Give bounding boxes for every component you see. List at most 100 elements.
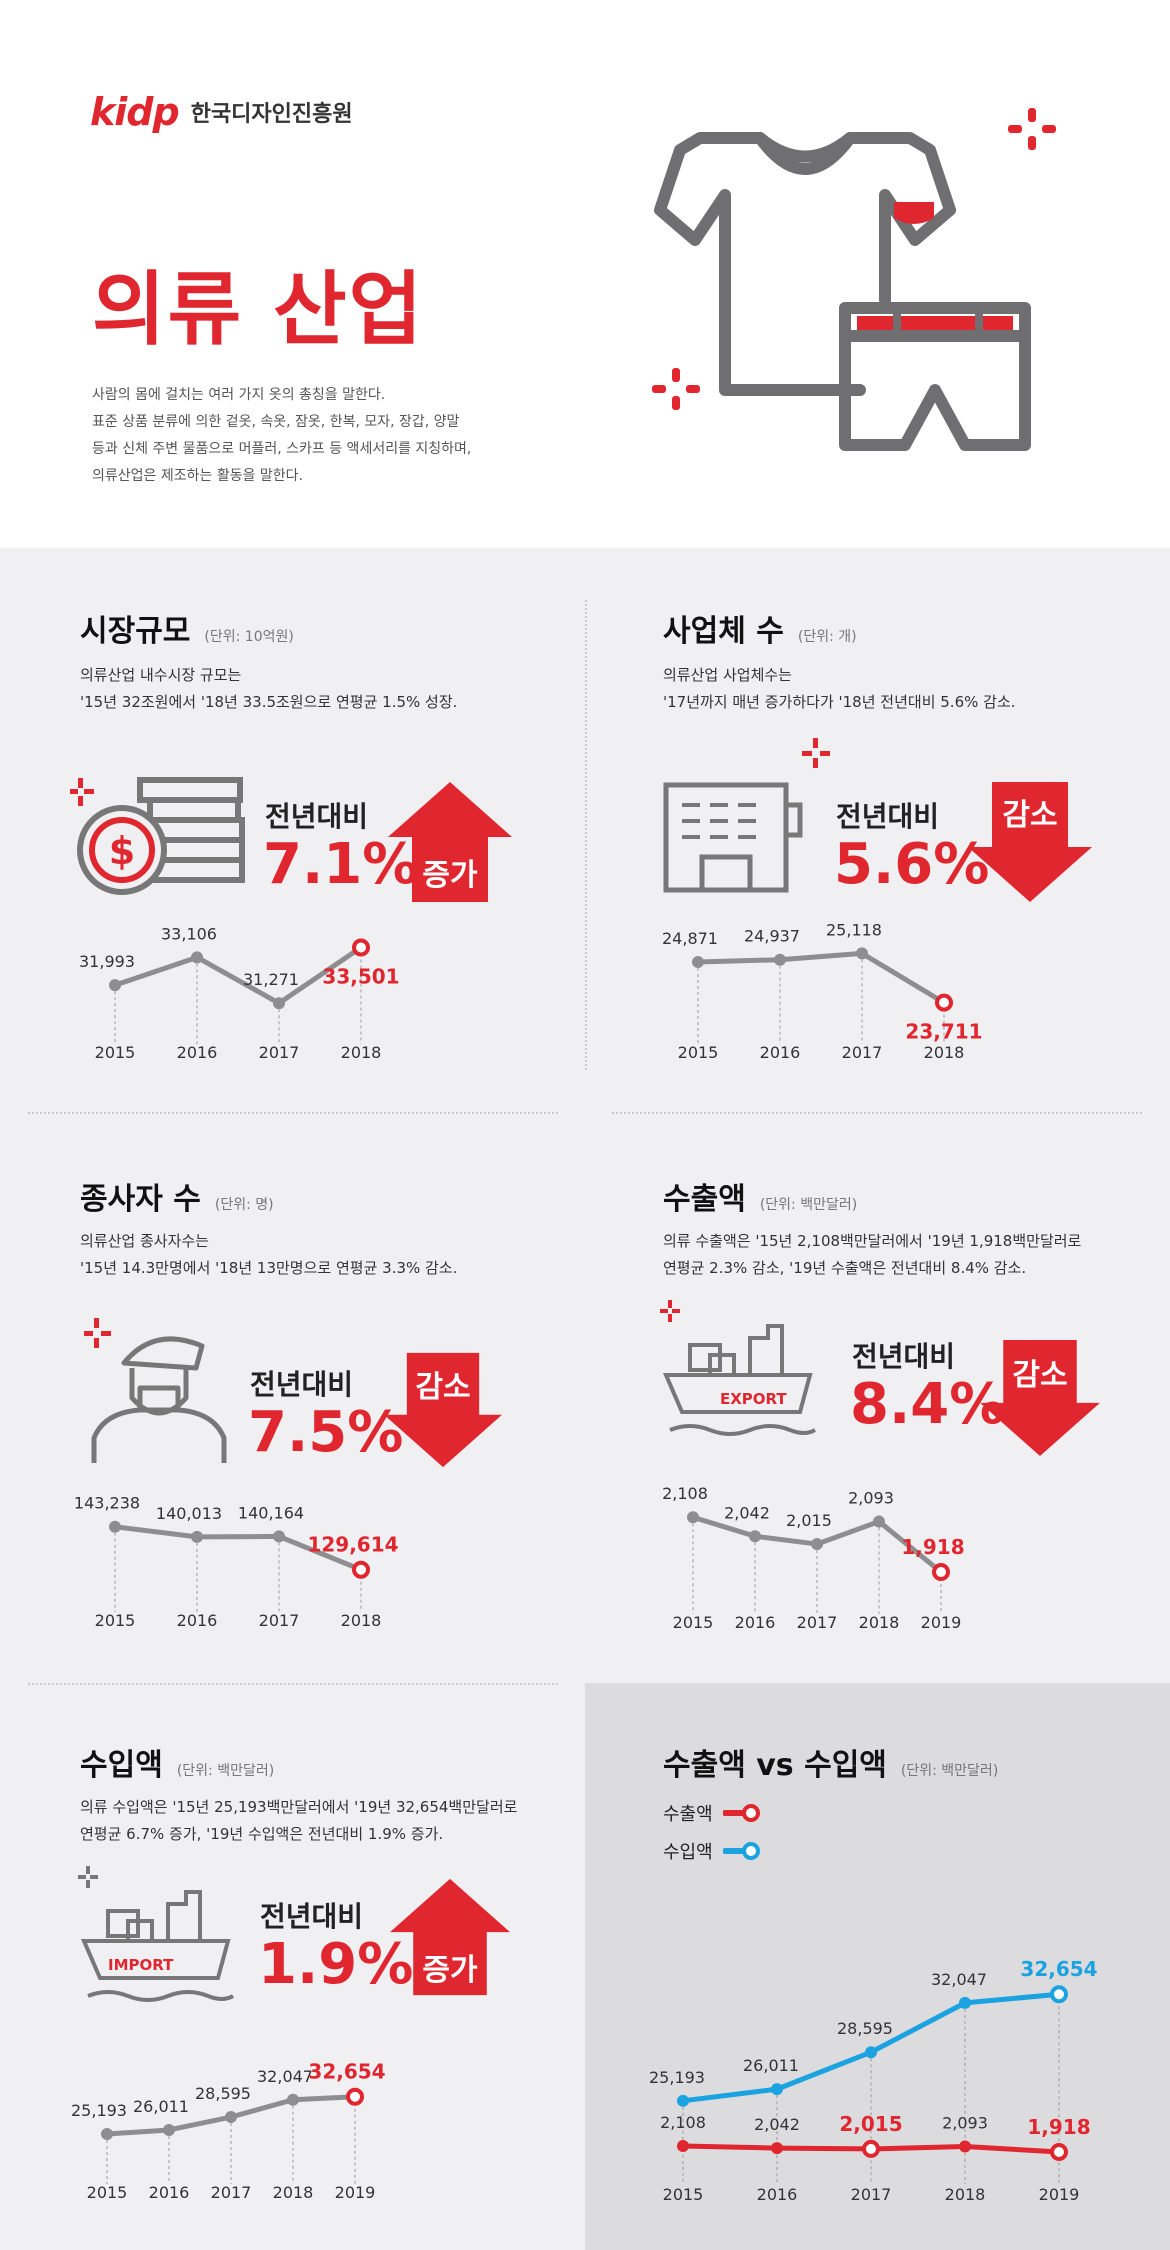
- x-tick-label: 2017: [797, 1613, 838, 1632]
- market-description: 의류산업 내수시장 규모는 '15년 32조원에서 '18년 33.5조원으로 …: [80, 662, 457, 716]
- data-label: 28,595: [195, 2084, 251, 2103]
- data-point: [191, 951, 203, 964]
- increase-arrow-icon: [390, 1878, 510, 1996]
- import-data-label: 28,595: [837, 2019, 893, 2038]
- decrease-arrow-icon: [968, 782, 1092, 902]
- series-line: [697, 950, 946, 1005]
- data-label: 31,993: [79, 952, 135, 971]
- data-label: 140,013: [156, 1504, 222, 1523]
- data-point: [811, 1538, 823, 1551]
- export-ship-label: EXPORT: [720, 1390, 787, 1408]
- increase-arrow-icon: [388, 782, 512, 902]
- export-data-point: [959, 2140, 971, 2153]
- market-description-line: '15년 32조원에서 '18년 33.5조원으로 연평균 1.5% 성장.: [80, 693, 458, 711]
- compare-title: 수출액 vs 수입액: [663, 1748, 887, 1783]
- data-point-highlight: [932, 1563, 950, 1582]
- data-point: [225, 2111, 237, 2124]
- exports-direction-label: 감소: [1012, 1358, 1068, 1393]
- x-tick-label: 2016: [149, 2183, 190, 2202]
- data-label: 32,654: [308, 2060, 385, 2084]
- data-label: 25,118: [826, 920, 882, 939]
- data-point: [109, 1520, 121, 1533]
- data-label: 32,047: [257, 2067, 313, 2086]
- header-description-line: 사람의 몸에 걸치는 여러 가지 옷의 총칭을 말한다.: [92, 387, 386, 403]
- header-description: 사람의 몸에 걸치는 여러 가지 옷의 총칭을 말한다. 표준 상품 분류에 의…: [92, 382, 471, 490]
- x-tick-label: 2018: [341, 1043, 382, 1062]
- page-title: 의류 산업: [92, 263, 425, 356]
- exports-description-line: 연평균 2.3% 감소, '19년 수출액은 전년대비 8.4% 감소.: [663, 1259, 1027, 1277]
- companies-title: 사업체 수: [663, 614, 784, 649]
- svg-text:$: $: [109, 829, 135, 873]
- market-yoy-value: 7.1%: [263, 832, 419, 897]
- export-data-label: 2,015: [839, 2112, 902, 2136]
- exports-unit: (단위: 백만달러): [759, 1197, 858, 1213]
- x-tick-label: 2016: [760, 1043, 801, 1062]
- data-label: 2,015: [786, 1511, 832, 1530]
- x-tick-label: 2018: [341, 1611, 382, 1630]
- import-data-point: [865, 2046, 877, 2059]
- legend-export: 수출액: [663, 1800, 763, 1826]
- data-point: [856, 947, 868, 960]
- data-label: 140,164: [238, 1503, 304, 1522]
- x-tick-label: 2016: [177, 1611, 218, 1630]
- workers-yoy-value: 7.5%: [248, 1400, 404, 1465]
- data-point-highlight: [352, 938, 370, 957]
- data-point-highlight: [935, 993, 953, 1012]
- legend-import-label: 수입액: [663, 1842, 713, 1863]
- workers-description-line: '15년 14.3만명에서 '18년 13만명으로 연평균 3.3% 감소.: [80, 1259, 458, 1277]
- import-data-point: [677, 2094, 689, 2107]
- data-point: [273, 1530, 285, 1543]
- companies-description-line: '17년까지 매년 증가하다가 '18년 전년대비 5.6% 감소.: [663, 693, 1016, 711]
- exports-yoy-label: 전년대비: [852, 1340, 956, 1373]
- x-tick-label: 2018: [859, 1613, 900, 1632]
- header-description-line: 등과 신체 주변 물품으로 머플러, 스카프 등 액세서리를 지칭하며,: [92, 441, 472, 457]
- compare-unit: (단위: 백만달러): [900, 1763, 999, 1779]
- data-label: 33,106: [161, 924, 217, 943]
- legend-export-marker-icon: [722, 1804, 760, 1822]
- x-tick-label: 2016: [757, 2185, 798, 2204]
- x-tick-label: 2019: [335, 2183, 376, 2202]
- export-data-label: 2,042: [754, 2115, 800, 2134]
- data-label: 143,238: [74, 1494, 140, 1513]
- data-point: [191, 1530, 203, 1543]
- data-point: [287, 2093, 299, 2106]
- worker-person-icon: [84, 1318, 227, 1463]
- data-label: 33,501: [322, 964, 399, 988]
- import-data-label: 25,193: [649, 2068, 705, 2087]
- exports-line-chart: 2,108 2015 2,042 2016 2,015 2017 2,093 2018 1,91…: [662, 1484, 965, 1632]
- workers-direction-label: 감소: [415, 1370, 471, 1405]
- data-label: 25,193: [71, 2101, 127, 2120]
- import-data-point: [1050, 1985, 1068, 2004]
- data-point-highlight: [352, 1560, 370, 1579]
- divider-horizontal: [28, 1683, 558, 1685]
- divider-vertical: [585, 600, 587, 1070]
- imports-title-row: 수입액 (단위: 백만달러): [80, 1740, 274, 1784]
- x-tick-label: 2017: [259, 1043, 300, 1062]
- factory-building-icon: [663, 782, 803, 893]
- series-line: [114, 945, 363, 1006]
- imports-unit: (단위: 백만달러): [176, 1763, 275, 1779]
- data-point: [749, 1530, 761, 1543]
- export-data-point: [862, 2139, 880, 2158]
- logo-name: 한국디자인진흥원: [190, 102, 353, 127]
- imports-direction-label: 증가: [422, 1953, 478, 1988]
- companies-yoy-value: 5.6%: [834, 832, 990, 897]
- export-data-point: [771, 2142, 783, 2155]
- x-tick-label: 2017: [851, 2185, 892, 2204]
- market-description-line: 의류산업 내수시장 규모는: [80, 666, 242, 684]
- x-tick-label: 2019: [1039, 2185, 1080, 2204]
- data-label: 24,871: [662, 929, 718, 948]
- companies-description-line: 의류산업 사업체수는: [663, 666, 792, 684]
- import-data-label: 32,654: [1020, 1957, 1097, 1981]
- x-tick-label: 2017: [842, 1043, 883, 1062]
- companies-description: 의류산업 사업체수는 '17년까지 매년 증가하다가 '18년 전년대비 5.6…: [663, 662, 1016, 716]
- market-line-chart: 31,993 2015 33,106 2016 31,271 2017 33,501 2018: [79, 924, 400, 1062]
- export-data-label: 2,093: [942, 2113, 988, 2132]
- workers-description-line: 의류산업 종사자수는: [80, 1232, 209, 1250]
- data-point: [109, 979, 121, 992]
- divider-horizontal: [28, 1112, 558, 1114]
- legend-import-marker-icon: [722, 1842, 760, 1860]
- market-unit: (단위: 10억원): [204, 629, 294, 645]
- data-label: 2,093: [848, 1489, 894, 1508]
